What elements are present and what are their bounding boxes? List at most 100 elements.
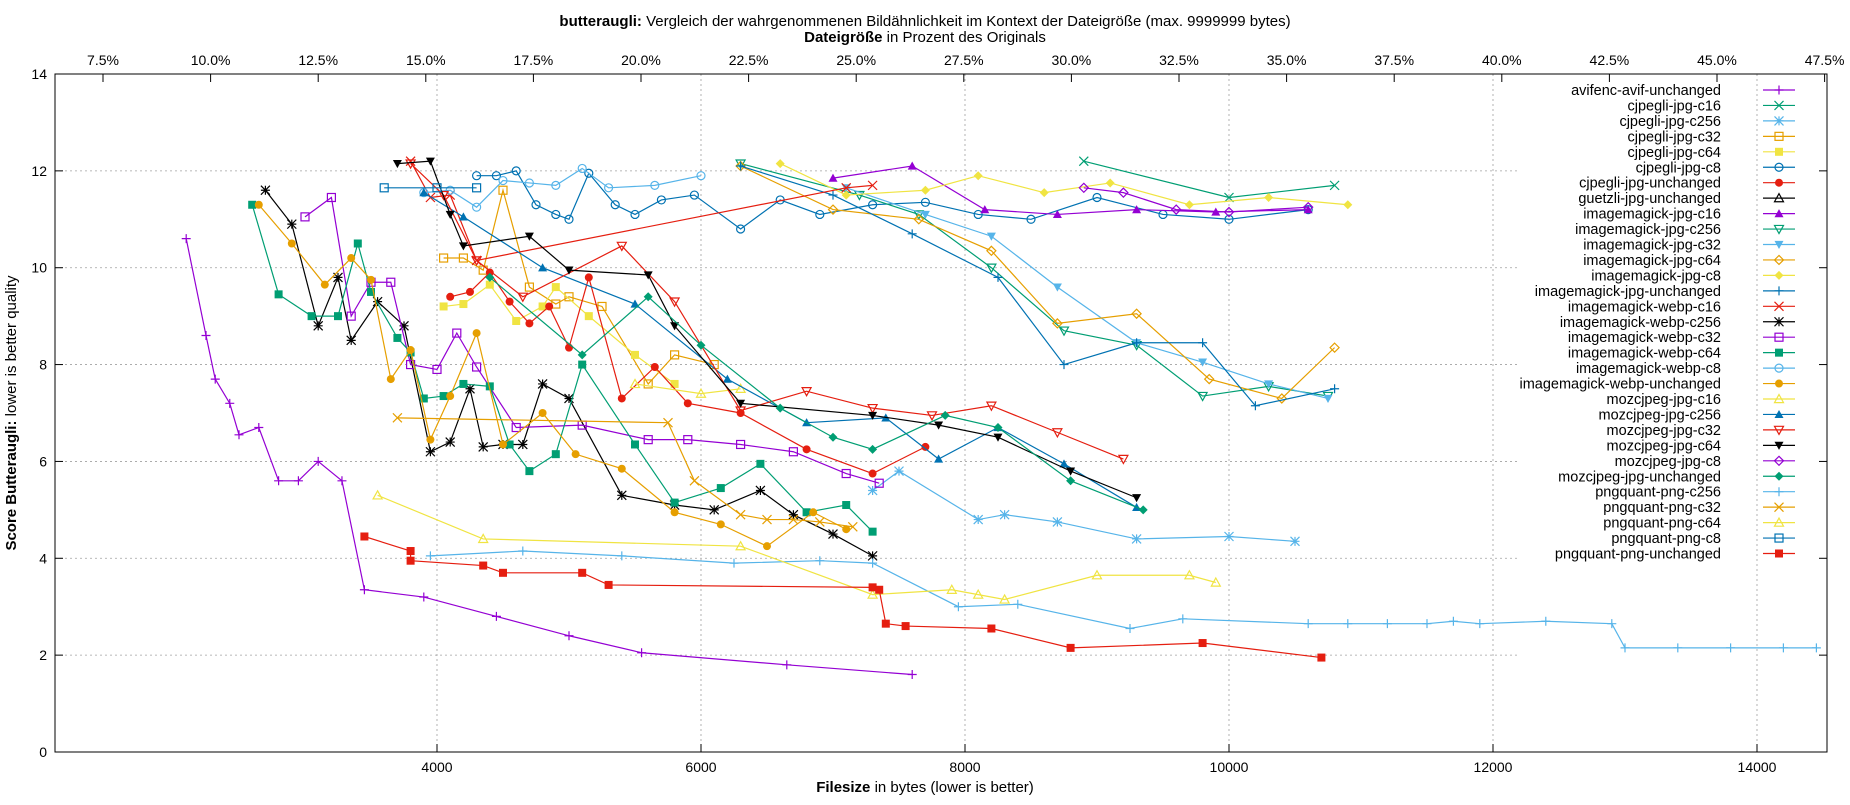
data-point [736, 161, 746, 171]
data-point [210, 374, 220, 384]
series-cjpegli-jpg-c32 [439, 185, 719, 389]
legend-marker [1774, 441, 1784, 450]
legend-label: avifenc-avif-unchanged [1571, 83, 1721, 99]
data-point [1475, 619, 1485, 629]
legend-marker [1773, 224, 1785, 235]
data-point [517, 439, 528, 450]
data-point [459, 379, 468, 388]
series-line [430, 550, 1817, 649]
legend-label: mozcjpeg-jpg-c32 [1607, 423, 1721, 439]
series-cjpegli-jpg-c256 [867, 466, 1300, 547]
data-point [524, 232, 534, 241]
data-point [643, 379, 653, 389]
data-point [1118, 187, 1129, 198]
data-point [399, 320, 409, 331]
top-tick-label: 12.5% [298, 52, 338, 68]
data-point [756, 459, 765, 468]
y-tick-label: 6 [39, 453, 47, 469]
legend-marker [1773, 425, 1785, 436]
data-point [630, 299, 640, 308]
data-point [650, 180, 660, 190]
legend-marker [1774, 240, 1784, 249]
data-point [867, 588, 879, 599]
data-point [367, 287, 375, 296]
data-point [907, 161, 917, 170]
series-cjpegli-jpg-c16 [1078, 156, 1340, 203]
data-point [512, 316, 521, 325]
data-point [630, 209, 640, 220]
series-line [264, 189, 873, 557]
data-point [445, 437, 456, 447]
data-point [511, 422, 521, 433]
legend-label: pngquant-png-c64 [1603, 516, 1721, 532]
data-point [973, 171, 983, 181]
series-mozcjpeg-jpg-c64 [392, 157, 1142, 503]
data-point [604, 580, 613, 589]
data-point [993, 433, 1003, 442]
legend-marker [1774, 502, 1784, 513]
legend-label: cjpegli-jpg-c32 [1628, 129, 1722, 145]
data-point [485, 272, 495, 282]
data-point [722, 374, 732, 383]
data-point [432, 364, 442, 375]
legend-item: mozcjpeg-jpg-c8 [1615, 454, 1795, 470]
legend-label: mozcjpeg-jpg-c64 [1607, 438, 1721, 454]
data-point [425, 551, 435, 561]
legend-label: cjpegli-jpg-c16 [1628, 98, 1722, 114]
data-point [1343, 200, 1353, 210]
data-point [1117, 454, 1129, 465]
data-point [867, 485, 878, 496]
data-point [1317, 653, 1326, 662]
data-point [337, 476, 347, 486]
data-point [993, 272, 1003, 282]
data-point [1170, 204, 1182, 215]
data-point [1330, 384, 1340, 394]
data-point [225, 398, 235, 408]
data-point [650, 362, 659, 371]
data-point [1052, 283, 1062, 292]
data-point [564, 292, 574, 302]
data-point [735, 509, 746, 520]
data-point [1132, 205, 1142, 214]
legend-item: pngquant-png-c64 [1603, 516, 1795, 532]
data-point [874, 478, 884, 488]
series-imagemagick-jpg-c32 [841, 184, 1333, 403]
top-tick-label: 17.5% [514, 52, 554, 68]
data-point [921, 442, 930, 451]
series-imagemagick-jpg-c8 [775, 159, 1353, 210]
legend-item: imagemagick-jpg-c8 [1591, 268, 1795, 284]
data-point [815, 209, 825, 220]
data-point [326, 192, 336, 203]
data-point [689, 475, 700, 486]
data-point [1448, 616, 1458, 626]
legend-label: imagemagick-webp-c16 [1568, 299, 1721, 315]
legend-label: pngquant-png-c8 [1611, 531, 1721, 547]
legend-label: imagemagick-jpg-c64 [1583, 253, 1721, 269]
data-point [300, 212, 310, 222]
data-point [1811, 643, 1821, 653]
series-line [476, 170, 1309, 230]
data-point [551, 180, 561, 190]
subtitle-rest: in Prozent des Originals [882, 29, 1045, 46]
data-point [545, 302, 554, 311]
data-point [788, 447, 799, 457]
data-point [617, 464, 626, 473]
legend-label: pngquant-png-c256 [1595, 485, 1721, 501]
data-point [913, 213, 925, 225]
data-point [1198, 338, 1208, 348]
legend-marker [1774, 487, 1784, 497]
data-point [985, 263, 997, 274]
data-point [907, 229, 917, 239]
data-point [842, 525, 851, 534]
legend-item: cjpegli-jpg-c16 [1628, 98, 1795, 114]
data-point [736, 399, 746, 408]
data-point [372, 489, 384, 500]
data-point [762, 514, 772, 525]
data-point [274, 476, 284, 486]
data-point [386, 277, 396, 287]
top-tick-label: 7.5% [87, 52, 119, 68]
series-line [364, 535, 1322, 659]
data-point [920, 197, 931, 207]
data-point [1039, 188, 1049, 198]
x-tick-label: 4000 [421, 759, 452, 775]
